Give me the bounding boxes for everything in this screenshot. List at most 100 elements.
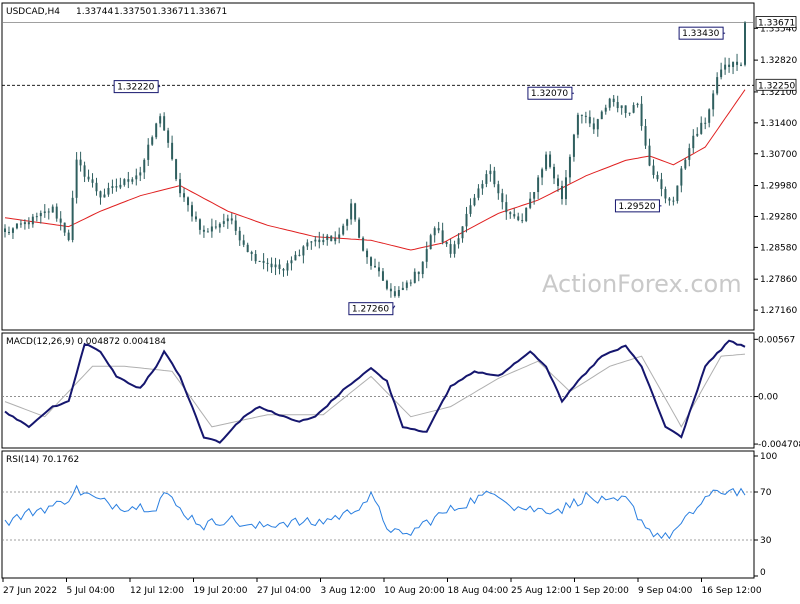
price-candle xyxy=(728,57,731,73)
price-candle xyxy=(445,241,448,247)
current-price-label-text: 1.33671 xyxy=(758,19,795,29)
price-candle xyxy=(15,223,18,230)
price-candle xyxy=(87,169,90,182)
price-candle xyxy=(469,198,472,217)
price-candle xyxy=(600,110,603,120)
price-candle xyxy=(549,151,552,169)
price-candle xyxy=(55,203,58,222)
x-tick-label: 10 Aug 20:00 xyxy=(384,586,445,596)
price-candle xyxy=(322,233,325,246)
rsi-y-tick-label: 70 xyxy=(760,488,772,498)
price-candle xyxy=(206,228,209,233)
current-price-label: 1.33671 xyxy=(755,16,797,29)
rsi-line xyxy=(4,484,746,540)
price-candle xyxy=(71,190,74,243)
price-candle xyxy=(401,281,404,291)
price-candle xyxy=(75,152,78,204)
price-candle xyxy=(676,185,679,204)
price-candle xyxy=(377,261,380,277)
price-candle xyxy=(354,202,357,222)
price-candle xyxy=(318,231,321,249)
price-candle xyxy=(517,212,520,222)
price-candle xyxy=(274,257,277,276)
price-candle xyxy=(656,171,659,182)
price-candle xyxy=(67,229,70,242)
price-annotation: 1.33430 xyxy=(678,26,726,40)
price-annotation-label: 1.27260 xyxy=(352,305,389,315)
x-tick-label: 19 Jul 20:00 xyxy=(194,586,248,596)
price-y-tick-label: 1.28580 xyxy=(760,243,797,253)
price-candle xyxy=(310,241,313,250)
macd-y-tick-label: 0.00567 xyxy=(758,335,795,345)
price-candle xyxy=(11,227,14,239)
price-candle xyxy=(127,171,130,189)
x-tick-label: 27 Jun 2022 xyxy=(3,586,57,596)
price-candle xyxy=(190,201,193,222)
price-candle xyxy=(338,227,341,244)
price-candle xyxy=(505,194,508,220)
price-candle xyxy=(604,104,607,115)
price-candle xyxy=(99,190,102,205)
price-candle xyxy=(159,113,162,128)
macd-signal-line xyxy=(4,353,746,428)
price-candle xyxy=(350,198,353,225)
moving-average-line xyxy=(4,89,746,251)
price-y-tick-label: 1.32820 xyxy=(760,56,797,66)
price-candle xyxy=(560,180,563,205)
price-candle xyxy=(222,213,225,228)
price-candle xyxy=(171,135,174,161)
price-candle xyxy=(51,204,54,213)
price-candle xyxy=(135,168,138,186)
price-candle xyxy=(151,135,154,146)
price-candle xyxy=(425,241,428,269)
price-candle xyxy=(453,240,456,258)
price-candle xyxy=(712,90,715,117)
price-candle xyxy=(35,212,38,222)
price-candle xyxy=(250,250,253,261)
price-candle xyxy=(557,174,560,192)
price-candle xyxy=(672,196,675,206)
rsi-panel: RSI(14) 70.1762 100 70 30 0 xyxy=(1,450,777,579)
price-candle xyxy=(521,213,524,224)
price-candle xyxy=(441,222,444,245)
price-candle xyxy=(39,210,42,224)
price-candle xyxy=(95,177,98,196)
price-candle xyxy=(381,267,384,281)
price-candle xyxy=(620,105,623,115)
x-tick-label: 27 Jul 04:00 xyxy=(257,586,311,596)
x-tick-label: 18 Aug 04:00 xyxy=(448,586,509,596)
x-tick-label: 25 Aug 12:00 xyxy=(511,586,572,596)
price-candle xyxy=(580,114,583,124)
price-candle xyxy=(119,177,122,190)
price-candle xyxy=(652,159,655,179)
price-header-symbol: USDCAD,H4 xyxy=(6,7,60,17)
macd-y-tick-label: -0.004708 xyxy=(758,440,800,450)
price-candle xyxy=(27,217,30,229)
price-candle xyxy=(449,238,452,258)
price-candle xyxy=(688,143,691,167)
price-candle xyxy=(612,94,615,107)
price-candle xyxy=(644,118,647,149)
price-candle xyxy=(664,186,667,204)
price-candle xyxy=(374,258,376,268)
price-candle xyxy=(700,116,703,135)
price-candle xyxy=(294,251,297,261)
price-annotation: 1.29520 xyxy=(614,199,662,213)
price-candle xyxy=(660,172,663,197)
price-candle xyxy=(628,112,631,116)
price-candle xyxy=(179,172,182,198)
price-annotation-label: 1.29520 xyxy=(618,202,655,212)
price-candle xyxy=(139,166,142,182)
price-candle xyxy=(246,242,249,253)
price-annotation: 1.27260 xyxy=(348,302,396,316)
price-y-tick-label: 1.33540 xyxy=(760,24,797,34)
price-candle xyxy=(175,158,178,182)
price-candle xyxy=(421,261,424,279)
price-candle xyxy=(429,233,432,250)
price-candle xyxy=(298,249,301,257)
price-candle xyxy=(234,215,237,236)
price-candle xyxy=(115,178,118,192)
price-candle xyxy=(680,165,683,193)
